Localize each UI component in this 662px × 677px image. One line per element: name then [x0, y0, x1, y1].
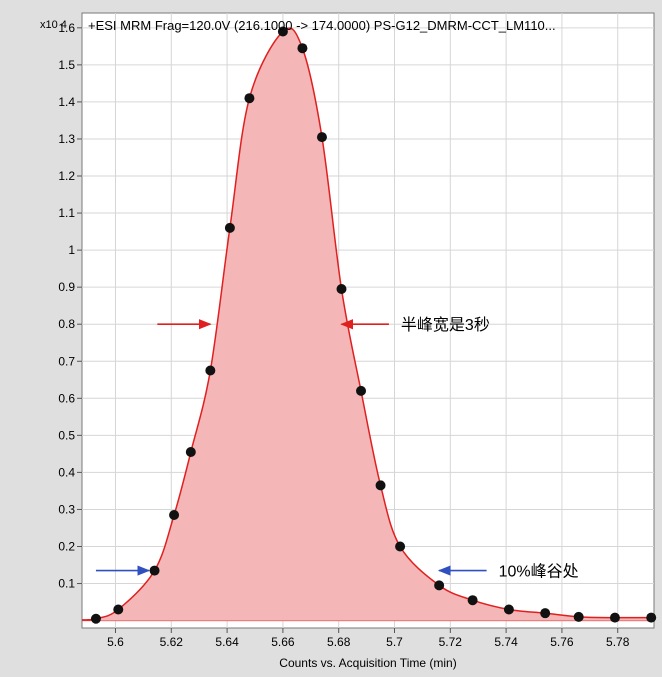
data-point [224, 222, 235, 233]
data-point [646, 612, 657, 623]
data-point [375, 480, 386, 491]
grid [82, 13, 654, 628]
peak-line [81, 27, 656, 621]
x-tick-label: 5.7 [386, 635, 403, 649]
data-point [395, 541, 406, 552]
data-point [467, 595, 478, 606]
y-tick-label: 0.6 [58, 391, 75, 405]
x-axis: 5.6 5.62 5.64 5.66 5.68 5.7 5.72 5.74 5.76 5.78 [107, 628, 630, 649]
peak-fill [82, 28, 655, 621]
x-tick-label: 5.66 [271, 635, 295, 649]
y-tick-label: 1.1 [58, 206, 75, 220]
data-point [336, 284, 347, 295]
y-tick-label: 1.4 [58, 95, 75, 109]
data-point [277, 26, 288, 37]
data-point [356, 385, 367, 396]
y-tick-label: 0.8 [58, 317, 75, 331]
x-tick-label: 5.6 [107, 635, 124, 649]
y-tick-label: 1.2 [58, 169, 75, 183]
data-points [90, 26, 657, 624]
data-point [205, 365, 216, 376]
peak-area [81, 27, 656, 621]
data-point [185, 447, 196, 458]
x-tick-label: 5.74 [494, 635, 518, 649]
y-multiplier-label: x10 4 [40, 19, 67, 31]
y-tick-label: 0.1 [58, 577, 75, 591]
data-point [297, 43, 308, 54]
x-tick-label: 5.72 [439, 635, 463, 649]
data-point [316, 132, 327, 143]
x-tick-label: 5.62 [160, 635, 184, 649]
y-tick-label: 0.2 [58, 539, 75, 553]
y-axis: 0.1 0.2 0.3 0.4 0.5 0.6 0.7 0.8 0.9 1 1.1 1.2 1.3 1.4… [58, 21, 82, 591]
y-tick-label: 0.9 [58, 280, 75, 294]
y-tick-label: 0.5 [58, 428, 75, 442]
y-tick-label: 1 [68, 243, 75, 257]
data-point [540, 608, 551, 619]
data-point [244, 93, 255, 104]
y-tick-label: 1.5 [58, 58, 75, 72]
data-point [503, 604, 514, 615]
data-point [113, 604, 124, 615]
y-tick-label: 0.7 [58, 354, 75, 368]
data-point [90, 613, 101, 624]
y-tick-label: 1.6 [58, 21, 75, 35]
data-point [609, 612, 620, 623]
x-axis-title: Counts vs. Acquisition Time (min) [279, 656, 456, 670]
annotation-label: 半峰宽是3秒 [401, 316, 490, 334]
data-point [169, 510, 180, 521]
chart-title: +ESI MRM Frag=120.0V (216.1000 -> 174.00… [88, 18, 556, 33]
x-tick-label: 5.76 [550, 635, 574, 649]
annotation-label: 10%峰谷处 [499, 563, 579, 581]
y-tick-label: 0.4 [58, 465, 75, 479]
annotations: 半峰宽是3秒 10%峰谷处 [95, 316, 579, 581]
data-point [149, 565, 160, 576]
data-point [434, 580, 445, 591]
x-tick-label: 5.68 [327, 635, 351, 649]
y-tick-label: 0.3 [58, 502, 75, 516]
x-tick-label: 5.64 [215, 635, 239, 649]
data-point [573, 611, 584, 622]
y-tick-label: 1.3 [58, 132, 75, 146]
x-tick-label: 5.78 [606, 635, 630, 649]
